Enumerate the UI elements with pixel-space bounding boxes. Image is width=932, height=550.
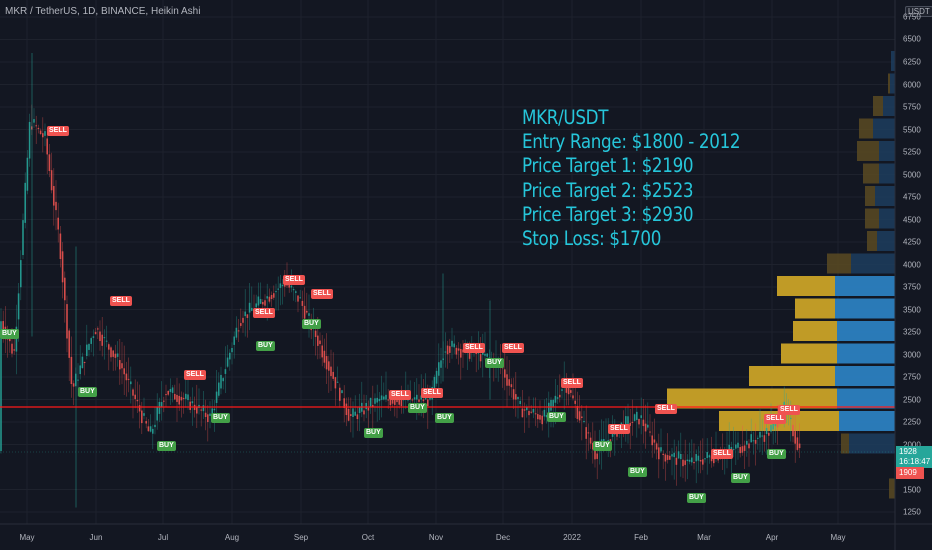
price-tick: 4250 — [903, 237, 921, 247]
sell-signal-label: SELL — [764, 414, 786, 424]
sell-signal-label: SELL — [655, 404, 677, 414]
price-tick: 6750 — [903, 12, 921, 22]
annotation-line-target2: Price Target 2: $2523 — [522, 178, 694, 202]
buy-signal-label: BUY — [256, 341, 275, 351]
price-tick: 5750 — [903, 102, 921, 112]
annotation-line-target3: Price Target 3: $2930 — [522, 202, 694, 226]
buy-signal-label: BUY — [0, 329, 19, 339]
bar-countdown: 16:18:47 — [899, 457, 931, 466]
buy-signal-label: BUY — [78, 387, 97, 397]
price-tick: 3500 — [903, 305, 921, 315]
annotation-line-target1: Price Target 1: $2190 — [522, 154, 694, 178]
buy-signal-label: BUY — [302, 319, 321, 329]
sell-signal-label: SELL — [184, 370, 206, 380]
sell-signal-label: SELL — [253, 308, 275, 318]
symbol-title[interactable]: MKR / TetherUS, 1D, BINANCE, Heikin Ashi — [5, 6, 201, 17]
sell-signal-label: SELL — [711, 449, 733, 459]
price-tick: 1250 — [903, 507, 921, 517]
time-tick: Nov — [428, 533, 444, 542]
annotation-line-pair: MKR/USDT — [522, 106, 609, 129]
time-tick: May — [19, 533, 35, 542]
current-price: 1928 — [899, 447, 917, 456]
price-tick: 4750 — [903, 192, 921, 202]
time-tick: Aug — [224, 533, 240, 542]
buy-signal-label: BUY — [485, 358, 504, 368]
price-tick: 6000 — [903, 80, 921, 90]
time-tick: 2022 — [563, 533, 581, 542]
time-tick: Apr — [765, 533, 779, 542]
chart-grid — [0, 0, 895, 524]
time-tick: Jun — [89, 533, 103, 542]
sell-signal-label: SELL — [47, 126, 69, 136]
buy-signal-label: BUY — [731, 473, 750, 483]
time-tick: Dec — [495, 533, 511, 542]
price-tick: 3000 — [903, 350, 921, 360]
volume-profile — [667, 51, 895, 499]
sell-signal-label: SELL — [421, 388, 443, 398]
buy-signal-label: BUY — [687, 493, 706, 503]
buy-signal-label: BUY — [593, 441, 612, 451]
trade-setup-annotation[interactable]: MKR/USDT Entry Range: $1800 - 2012 Price… — [522, 106, 776, 251]
buy-signal-label: BUY — [364, 428, 383, 438]
buy-signal-label: BUY — [408, 403, 427, 413]
time-tick: Sep — [293, 533, 309, 542]
price-tick: 5500 — [903, 125, 921, 135]
annotation-line-stoploss: Stop Loss: $1700 — [522, 227, 662, 251]
time-tick: Mar — [697, 533, 711, 542]
price-tick: 5250 — [903, 147, 921, 157]
current-price-tag: 1928 16:18:47 — [896, 446, 932, 468]
price-tick: 2250 — [903, 417, 921, 427]
sell-signal-label: SELL — [778, 405, 800, 415]
buy-signal-label: BUY — [547, 412, 566, 422]
buy-signal-label: BUY — [767, 449, 786, 459]
price-tick: 2500 — [903, 395, 921, 405]
buy-signal-label: BUY — [211, 413, 230, 423]
time-tick: Feb — [634, 533, 648, 542]
price-tick: 4000 — [903, 260, 921, 270]
time-tick: May — [830, 533, 846, 542]
price-tick: 6250 — [903, 57, 921, 67]
secondary-price-tag: 1909 — [896, 467, 924, 479]
price-tick: 6500 — [903, 34, 921, 44]
price-tick: 4500 — [903, 215, 921, 225]
buy-signal-label: BUY — [435, 413, 454, 423]
sell-signal-label: SELL — [463, 343, 485, 353]
price-tick: 2000 — [903, 440, 921, 450]
sell-signal-label: SELL — [608, 424, 630, 434]
price-tick: 3250 — [903, 327, 921, 337]
sell-signal-label: SELL — [110, 296, 132, 306]
price-tick: 3750 — [903, 282, 921, 292]
price-tick: 5000 — [903, 170, 921, 180]
price-tick: 2750 — [903, 372, 921, 382]
buy-signal-label: BUY — [157, 441, 176, 451]
time-tick: Jul — [157, 533, 169, 542]
sell-signal-label: SELL — [389, 390, 411, 400]
sell-signal-label: SELL — [561, 378, 583, 388]
sell-signal-label: SELL — [283, 275, 305, 285]
buy-signal-label: BUY — [628, 467, 647, 477]
time-tick: Oct — [361, 533, 375, 542]
price-tick: 1500 — [903, 485, 921, 495]
sell-signal-label: SELL — [311, 289, 333, 299]
annotation-line-entry: Entry Range: $1800 - 2012 — [522, 130, 741, 154]
sell-signal-label: SELL — [502, 343, 524, 353]
